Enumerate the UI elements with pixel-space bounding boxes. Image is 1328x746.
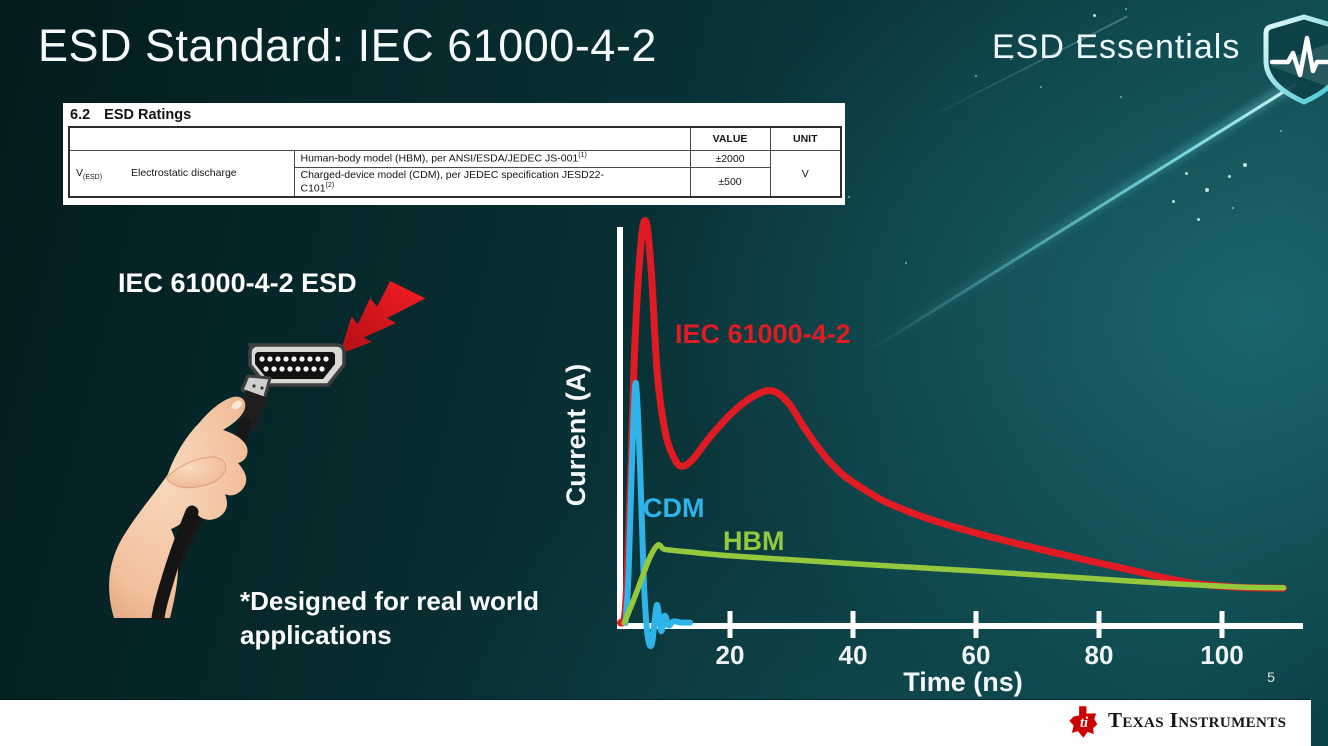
hdmi-connector: [234, 343, 346, 430]
chart-svg: 20 40 60 80 100 Time (ns) Current (A) IEC 61000…: [561, 217, 1303, 697]
unit-cell: V: [769, 150, 842, 198]
symbol-base: V: [76, 166, 84, 179]
section-name: ESD Ratings: [104, 107, 192, 123]
star-dot: [1243, 163, 1247, 167]
star-dot: [1232, 207, 1234, 209]
series-iec-61000-4-2: [617, 217, 1287, 627]
page-number: 5: [1267, 669, 1275, 685]
ratings-grid: VALUE UNIT V(ESD) Electrostatic discharg…: [68, 126, 842, 199]
series-cdm: [622, 379, 693, 649]
illustration-caption: *Designed for real world applications: [240, 586, 540, 650]
symbol-subscript: (ESD): [83, 173, 103, 181]
header-blank-cell: [68, 126, 691, 151]
hbm-description: Human-body model (HBM), per ANSI/ESDA/JE…: [300, 152, 579, 165]
parameter-name: Electrostatic discharge: [131, 166, 237, 179]
svg-text:ti: ti: [1080, 715, 1088, 731]
star-dot: [1120, 96, 1122, 98]
x-tick-label: 40: [839, 640, 868, 670]
hbm-footnote-ref: (1): [578, 152, 587, 159]
x-axis-title: Time (ns): [903, 667, 1023, 697]
star-dot: [1125, 8, 1127, 10]
header-value: VALUE: [689, 126, 771, 151]
hbm-value: ±2000: [689, 150, 771, 168]
footer-brand: Texas Instruments: [1108, 708, 1287, 732]
x-tick-label: 100: [1200, 640, 1243, 670]
cable-front: [151, 505, 199, 620]
star-dot: [1228, 175, 1231, 178]
cdm-description-cell: Charged-device model (CDM), per JEDEC sp…: [293, 166, 691, 198]
x-tick-label: 80: [1085, 640, 1114, 670]
hbm-description-cell: Human-body model (HBM), per ANSI/ESDA/JE…: [293, 150, 691, 168]
star-dot: [1197, 218, 1200, 221]
star-dot: [1280, 130, 1282, 132]
y-axis-title: Current (A): [561, 364, 591, 507]
star-dot: [1010, 58, 1012, 60]
series-label-iec-61000-4-2: IEC 61000-4-2: [675, 319, 851, 349]
lightning-bolt-icon: [340, 281, 426, 354]
x-tick-label: 20: [716, 640, 745, 670]
shield-pulse-icon: [1263, 14, 1328, 105]
star-dot: [1040, 86, 1042, 88]
star-dot: [1205, 188, 1209, 192]
slide-footer: ti Texas Instruments: [0, 700, 1311, 746]
header-unit: UNIT: [769, 126, 842, 151]
cdm-value: ±500: [689, 166, 771, 198]
esd-waveform-chart: 20 40 60 80 100 Time (ns) Current (A) IEC 61000…: [555, 205, 1325, 705]
x-tick-label: 60: [962, 640, 991, 670]
star-dot: [1093, 14, 1096, 17]
star-dot: [905, 262, 907, 264]
star-dot: [848, 196, 850, 198]
connector-pins: [259, 356, 329, 372]
cdm-footnote-ref: (2): [325, 181, 335, 189]
series-label-cdm: CDM: [643, 493, 705, 523]
esd-strike-illustration: [109, 281, 426, 620]
ti-logo-icon: ti: [1069, 706, 1098, 738]
table-section-title: 6.2 ESD Ratings: [68, 106, 840, 126]
star-dot: [1077, 40, 1080, 43]
page-title: ESD Standard: IEC 61000-4-2: [38, 20, 657, 71]
star-dot: [1185, 172, 1188, 175]
section-number: 6.2: [70, 107, 91, 123]
series-hbm: [621, 542, 1287, 626]
hand-illustration: [109, 396, 248, 618]
star-dot: [1157, 45, 1159, 47]
fingernail: [231, 399, 243, 411]
star-dot: [1172, 200, 1175, 203]
cdm-description: Charged-device model (CDM), per JEDEC sp…: [300, 168, 604, 195]
datasheet-ratings-table: 6.2 ESD Ratings VALUE UNIT V(ESD) Electro…: [63, 103, 845, 205]
symbol-parameter-cell: V(ESD) Electrostatic discharge: [68, 150, 295, 198]
illustration-label: IEC 61000-4-2 ESD: [118, 268, 357, 298]
star-dot: [975, 75, 977, 77]
series-label-hbm: HBM: [723, 526, 785, 556]
program-badge-label: ESD Essentials: [992, 28, 1241, 66]
